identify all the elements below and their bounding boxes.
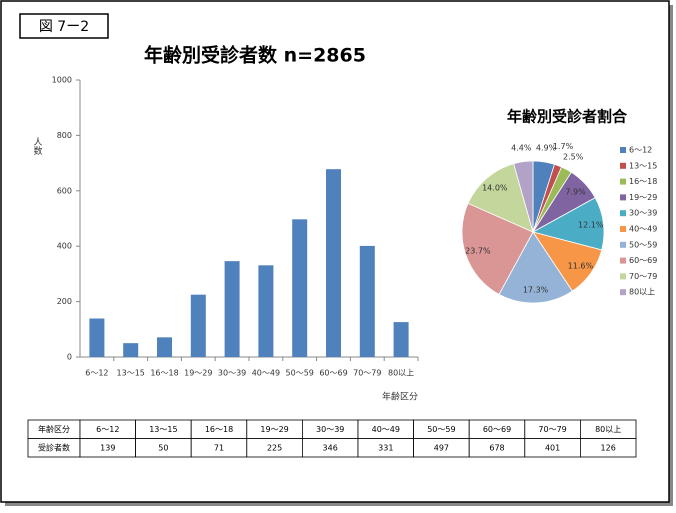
legend-label: 30～39 — [629, 209, 657, 218]
y-tick-label: 600 — [57, 186, 72, 195]
legend-swatch — [620, 226, 626, 232]
legend-label: 40～49 — [629, 225, 657, 234]
figure-label: 図 7ー2 — [39, 19, 89, 35]
bar — [123, 343, 139, 357]
pie-slice — [467, 163, 534, 233]
pie-label: 2.5% — [563, 153, 584, 162]
pie-label: 23.7% — [465, 246, 491, 255]
x-tick-label: 70～79 — [353, 369, 381, 378]
table-text: 331 — [378, 444, 393, 453]
legend-swatch — [620, 162, 626, 169]
table-text: 60～69 — [483, 425, 511, 434]
table-text: 139 — [100, 444, 115, 453]
legend-label: 16～18 — [629, 177, 657, 186]
pie-slice — [498, 231, 573, 304]
x-tick-label: 80以上 — [388, 369, 414, 378]
y-tick-label: 400 — [57, 242, 72, 251]
bar — [393, 322, 409, 357]
x-tick-label: 19～29 — [184, 369, 212, 378]
bar — [224, 261, 240, 357]
pie-label: 17.3% — [523, 286, 549, 295]
pie-title: 年齢別受診者割合 — [507, 108, 628, 126]
table-text: 50 — [158, 444, 168, 453]
x-tick-label: 13～15 — [117, 369, 145, 378]
x-tick-label: 60～69 — [319, 369, 347, 378]
legend-label: 60～69 — [629, 256, 657, 265]
bar — [359, 245, 375, 357]
y-tick-label: 1000 — [52, 76, 72, 85]
legend-swatch — [620, 194, 626, 201]
x-tick-label: 50～59 — [286, 369, 314, 378]
pie-label: 7.9% — [565, 188, 586, 197]
table-text: 6～12 — [96, 425, 119, 434]
legend-swatch — [620, 273, 626, 280]
pie-label: 11.6% — [568, 261, 594, 270]
table-text: 678 — [489, 444, 504, 453]
y-tick-label: 0 — [67, 353, 72, 362]
label-box — [19, 13, 109, 39]
legend-label: 80以上 — [629, 288, 655, 297]
pie-label: 14.0% — [482, 184, 508, 193]
legend-label: 50～59 — [629, 240, 657, 249]
legend-swatch — [620, 289, 626, 296]
x-axis-label: 年齢区分 — [382, 391, 418, 403]
table-text: 30～39 — [316, 425, 344, 434]
bar — [292, 219, 308, 357]
table-text: 13～15 — [149, 425, 177, 434]
table-text: 497 — [434, 444, 449, 453]
table-cell — [580, 438, 637, 458]
y-tick-label: 800 — [57, 131, 72, 140]
bar-title: 年齢別受診者数 n=2865 — [144, 44, 366, 67]
legend-swatch — [620, 147, 626, 153]
table-text: 71 — [214, 444, 224, 453]
y-tick-label: 200 — [57, 297, 72, 306]
bar — [157, 337, 172, 357]
table-text: 401 — [545, 444, 560, 453]
x-tick-label: 6～12 — [85, 369, 108, 378]
table-text: 19～29 — [260, 425, 288, 434]
table-text: 70～79 — [538, 425, 566, 434]
table-text: 225 — [267, 444, 282, 453]
legend-label: 13～15 — [629, 161, 657, 170]
legend-swatch — [620, 257, 626, 264]
x-tick-label: 40～49 — [252, 369, 280, 378]
table-text: 80以上 — [595, 425, 621, 434]
pie-slice — [461, 202, 534, 295]
table-text: 受診者数 — [38, 443, 70, 453]
legend-swatch — [620, 241, 626, 248]
table-text: 50～59 — [427, 425, 455, 434]
pie-label: 1.7% — [553, 142, 574, 151]
bar — [326, 169, 341, 357]
legend-swatch — [620, 178, 626, 185]
table-text: 346 — [323, 444, 338, 453]
bar — [258, 265, 274, 357]
pie-label: 4.4% — [511, 143, 532, 152]
x-tick-label: 30～39 — [218, 369, 246, 378]
table-text: 16～18 — [205, 425, 233, 434]
legend-label: 70～79 — [629, 272, 657, 281]
legend-label: 6～12 — [629, 146, 652, 155]
legend-label: 19～29 — [629, 193, 657, 202]
x-tick-label: 16～18 — [150, 369, 178, 378]
bar — [89, 318, 105, 357]
table-text: 年齢区分 — [38, 424, 70, 434]
legend-swatch — [620, 210, 626, 217]
pie-label: 12.1% — [578, 220, 604, 229]
table-text: 126 — [601, 444, 616, 453]
pie-label: 4.9% — [536, 144, 557, 153]
table-text: 40～49 — [372, 425, 400, 434]
y-axis-label: 人数 — [32, 137, 43, 156]
pie-slice — [513, 160, 534, 233]
bar — [190, 294, 206, 357]
